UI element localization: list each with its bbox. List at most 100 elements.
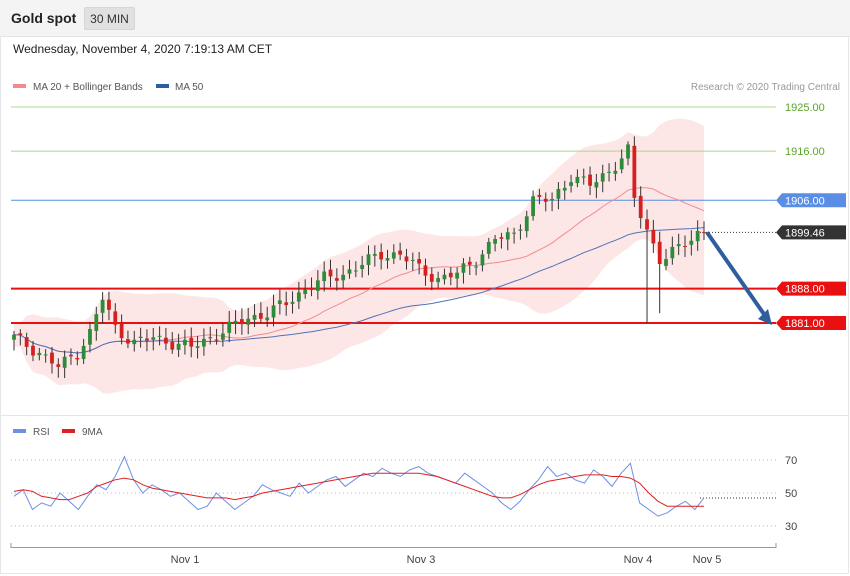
candle-body <box>164 337 168 344</box>
candle-body <box>138 336 143 338</box>
candlesticks <box>12 136 706 379</box>
candle-body <box>176 343 181 350</box>
candle-body <box>651 229 656 244</box>
candle-body <box>537 194 542 197</box>
candle-body <box>195 346 200 348</box>
candle-body <box>619 158 624 170</box>
candle-body <box>664 259 668 266</box>
ma9-legend-swatch <box>62 429 75 433</box>
candle-body <box>436 278 441 283</box>
candle-body <box>75 357 80 360</box>
level-tag-1906.00 <box>776 193 846 208</box>
candle-body <box>24 337 29 347</box>
candle-body <box>18 333 23 336</box>
rsi-panel: 30 50 70 <box>11 455 797 533</box>
candle-body <box>391 252 396 259</box>
candle-body <box>347 269 352 274</box>
candle-body <box>303 289 308 295</box>
candle-body <box>689 240 694 245</box>
candle-body <box>702 232 706 234</box>
candle-body <box>448 272 453 278</box>
candle-body <box>328 269 333 277</box>
candle-body <box>524 216 529 232</box>
credit-text: Research © 2020 Trading Central <box>691 82 840 93</box>
candle-body <box>588 174 592 186</box>
candle-body <box>410 259 415 261</box>
projection-arrow <box>705 231 772 325</box>
level-label-1888.00: 1888.00 <box>785 284 825 296</box>
candle-body <box>252 314 257 320</box>
timestamp: Wednesday, November 4, 2020 7:19:13 AM C… <box>13 42 273 56</box>
projection-line <box>705 231 768 319</box>
candle-body <box>670 246 675 259</box>
candle-body <box>645 219 649 230</box>
candle-body <box>100 299 105 313</box>
candle-body <box>360 264 365 270</box>
candle-body <box>429 273 434 282</box>
candle-body <box>398 250 403 255</box>
candle-body <box>43 354 48 356</box>
candle-body <box>208 337 213 339</box>
candle-body <box>246 318 251 325</box>
candle-body <box>126 339 130 344</box>
candle-body <box>683 245 687 247</box>
candle-body <box>550 198 554 201</box>
price-levels <box>11 106 776 324</box>
candle-body <box>417 259 422 264</box>
projection-arrowhead <box>758 309 772 325</box>
candle-body <box>562 187 567 191</box>
candle-body <box>12 334 16 340</box>
candle-body <box>600 173 605 182</box>
candle-body <box>94 314 99 331</box>
rsi-legend-label: RSI <box>33 427 50 438</box>
rsi-ma-line <box>13 472 704 507</box>
candle-body <box>467 261 472 265</box>
candle-body <box>695 230 700 242</box>
ma50-legend-label: MA 50 <box>175 82 204 93</box>
candle-body <box>183 339 187 346</box>
candle-body <box>531 196 535 217</box>
candle-body <box>322 271 327 282</box>
ma20-legend-label: MA 20 + Bollinger Bands <box>33 82 143 93</box>
candle-body <box>480 254 485 266</box>
candle-body <box>493 239 497 244</box>
candle-body <box>366 254 371 265</box>
candle-body <box>455 272 460 279</box>
candle-body <box>632 145 637 198</box>
candle-body <box>626 144 630 159</box>
time-axis: Nov 1 Nov 3 Nov 4 Nov 5 <box>10 543 777 566</box>
candle-body <box>56 364 61 367</box>
candle-body <box>607 171 611 173</box>
candle-body <box>334 278 339 281</box>
candle-body <box>315 280 320 291</box>
candle-body <box>62 356 67 368</box>
candle-body <box>676 244 681 247</box>
candle-body <box>189 337 194 347</box>
candle-body <box>258 312 263 319</box>
rsi-legend-swatch <box>13 429 26 433</box>
x-tick-label: Nov 5 <box>693 554 722 566</box>
candle-body <box>265 317 270 321</box>
candle-body <box>423 265 428 276</box>
candle-body <box>81 345 86 360</box>
level-tags: 1925.00 1916.00 1906.00 1899.46 1888.00 1881.… <box>776 102 846 330</box>
candle-body <box>385 258 390 261</box>
level-label-1899.46: 1899.46 <box>785 227 825 239</box>
candle-body <box>556 188 561 199</box>
candle-body <box>461 263 466 273</box>
candle-body <box>638 195 643 219</box>
timeframe-button[interactable]: 30 MIN <box>84 7 135 30</box>
candle-body <box>379 252 384 260</box>
candle-body <box>227 321 232 333</box>
bollinger-band-area <box>14 118 704 394</box>
x-tick-label: Nov 4 <box>624 554 653 566</box>
candle-body <box>569 182 573 186</box>
rsi-tick-label: 70 <box>785 455 797 467</box>
level-label-1916.00: 1916.00 <box>785 146 825 158</box>
candle-body <box>404 256 409 262</box>
candle-body <box>518 229 523 231</box>
candle-body <box>132 339 137 345</box>
candle-body <box>31 345 35 356</box>
candle-body <box>309 287 314 291</box>
candle-body <box>657 241 662 264</box>
